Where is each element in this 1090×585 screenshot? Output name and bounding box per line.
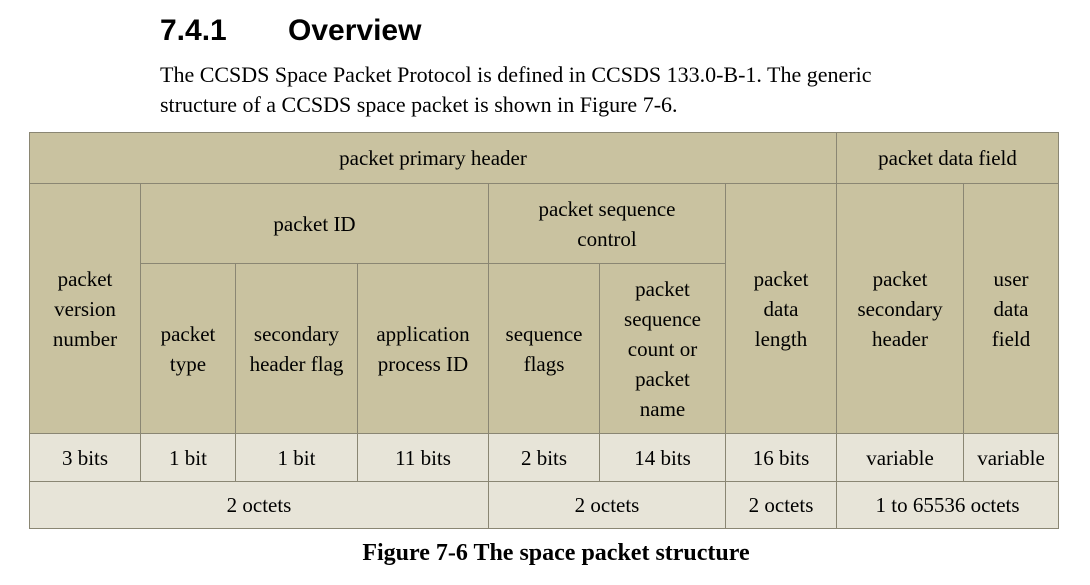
label-line: field <box>991 326 1031 351</box>
paragraph-line-1: The CCSDS Space Packet Protocol is defin… <box>160 62 872 87</box>
label-line: length <box>754 326 808 351</box>
label-line: packet sequence <box>538 196 676 221</box>
bits-cell-type: 1 bit <box>140 433 236 482</box>
figure-caption: Figure 7-6 The space packet structure <box>362 540 750 566</box>
label-line: type <box>169 351 207 376</box>
octets-cell-seq-control: 2 octets <box>488 481 726 529</box>
bits-cell-apid: 11 bits <box>357 433 489 482</box>
octets-cell-packet-id: 2 octets <box>29 481 489 529</box>
label-line: packet <box>160 321 216 346</box>
packet-type-cell: packet type <box>140 263 236 434</box>
bits-cell-version: 3 bits <box>29 433 141 482</box>
secondary-header-flag-cell: secondary header flag <box>235 263 358 434</box>
section-number: 7.4.1 <box>160 14 227 47</box>
section-title: Overview <box>288 14 422 47</box>
label-line: name <box>639 396 686 421</box>
intro-paragraph: The CCSDS Space Packet Protocol is defin… <box>160 60 960 120</box>
label-line: data <box>993 296 1029 321</box>
label-line: process ID <box>377 351 469 376</box>
bits-cell-user-data: variable <box>963 433 1060 482</box>
label-line: secondary <box>253 321 340 346</box>
application-process-id-cell: application process ID <box>357 263 489 434</box>
bits-cell-seq-count: 14 bits <box>599 433 726 482</box>
packet-sequence-count-cell: packet sequence count or packet name <box>599 263 726 434</box>
paragraph-line-2: structure of a CCSDS space packet is sho… <box>160 92 678 117</box>
label-line: user <box>993 266 1029 291</box>
packet-version-number-cell: packet version number <box>29 183 141 434</box>
sequence-flags-cell: sequence flags <box>488 263 600 434</box>
packet-id-cell: packet ID <box>140 183 489 264</box>
label-line: secondary <box>857 296 943 321</box>
label-line: control <box>577 226 637 251</box>
space-packet-structure-table: packet primary header packet data field … <box>28 132 1060 529</box>
octets-cell-data-length: 2 octets <box>724 481 838 529</box>
bits-cell-data-length: 16 bits <box>724 433 838 482</box>
label-line: flags <box>523 351 565 376</box>
label-line: data <box>763 296 799 321</box>
label-line: packet <box>872 266 928 291</box>
packet-data-field-cell: packet data field <box>836 132 1060 184</box>
label-line: application <box>376 321 470 346</box>
label-line: packet <box>57 266 113 291</box>
packet-sequence-control-cell: packet sequence control <box>488 183 726 264</box>
label-line: packet <box>753 266 809 291</box>
octets-cell-data-field: 1 to 65536 octets <box>836 481 1060 529</box>
user-data-field-cell: user data field <box>963 183 1060 434</box>
packet-data-length-cell: packet data length <box>724 183 838 434</box>
section-heading: 7.4.1 Overview <box>160 14 421 48</box>
label-line: sequence <box>505 321 583 346</box>
label-line: count or <box>627 336 698 361</box>
bits-cell-seq-flags: 2 bits <box>488 433 600 482</box>
label-line: packet <box>635 366 690 391</box>
label-line: sequence <box>624 306 701 331</box>
label-line: packet <box>635 276 690 301</box>
packet-primary-header-cell: packet primary header <box>28 132 838 184</box>
label-line: version <box>54 296 116 321</box>
bits-cell-sec-header: variable <box>836 433 965 482</box>
label-line: header <box>872 326 928 351</box>
label-line: number <box>52 326 118 351</box>
packet-secondary-header-cell: packet secondary header <box>836 183 965 434</box>
bits-cell-sec-flag: 1 bit <box>235 433 358 482</box>
label-line: header flag <box>249 351 344 376</box>
